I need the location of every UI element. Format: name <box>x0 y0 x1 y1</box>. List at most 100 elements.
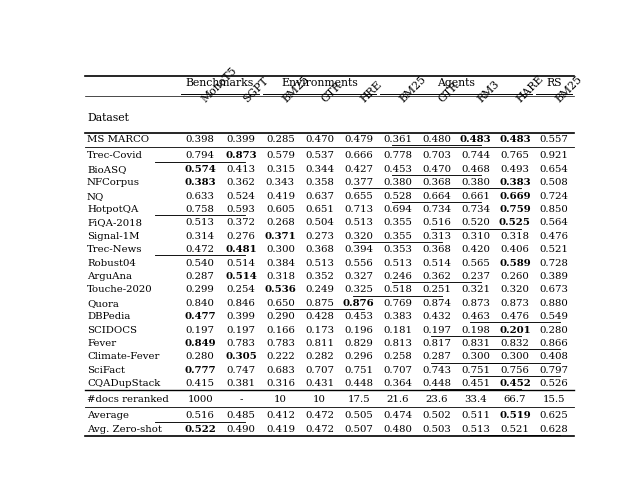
Text: 0.516: 0.516 <box>422 218 451 227</box>
Text: 0.355: 0.355 <box>383 218 412 227</box>
Text: 0.448: 0.448 <box>422 379 451 388</box>
Text: -: - <box>239 395 243 404</box>
Text: 0.314: 0.314 <box>186 232 214 241</box>
Text: 0.258: 0.258 <box>383 353 412 362</box>
Text: 0.876: 0.876 <box>343 299 374 308</box>
Text: 0.290: 0.290 <box>266 312 295 321</box>
Text: SCIDOCS: SCIDOCS <box>87 325 137 334</box>
Text: Climate-Fever: Climate-Fever <box>87 353 159 362</box>
Text: Touche-2020: Touche-2020 <box>87 286 152 294</box>
Text: 0.381: 0.381 <box>227 379 256 388</box>
Text: 0.873: 0.873 <box>461 299 490 308</box>
Text: 0.743: 0.743 <box>422 366 451 375</box>
Text: Agents: Agents <box>437 78 476 88</box>
Text: 0.362: 0.362 <box>227 178 256 187</box>
Text: 0.280: 0.280 <box>186 353 214 362</box>
Text: 0.661: 0.661 <box>461 192 490 201</box>
Text: 0.751: 0.751 <box>461 366 490 375</box>
Text: 0.521: 0.521 <box>500 425 529 434</box>
Text: 0.513: 0.513 <box>383 259 412 268</box>
Text: 0.502: 0.502 <box>422 411 451 421</box>
Text: 0.364: 0.364 <box>383 379 412 388</box>
Text: 0.921: 0.921 <box>540 151 568 160</box>
Text: Signal-1M: Signal-1M <box>87 232 140 241</box>
Text: Dataset: Dataset <box>87 114 129 123</box>
Text: 0.327: 0.327 <box>344 272 373 281</box>
Text: 0.273: 0.273 <box>305 232 334 241</box>
Text: 0.315: 0.315 <box>266 165 295 174</box>
Text: Trec-Covid: Trec-Covid <box>87 151 143 160</box>
Text: 0.222: 0.222 <box>266 353 295 362</box>
Text: 0.476: 0.476 <box>500 312 529 321</box>
Text: 0.579: 0.579 <box>266 151 295 160</box>
Text: 0.453: 0.453 <box>344 312 373 321</box>
Text: 0.254: 0.254 <box>227 286 256 294</box>
Text: 0.355: 0.355 <box>383 232 412 241</box>
Text: 0.305: 0.305 <box>225 353 257 362</box>
Text: 0.377: 0.377 <box>344 178 373 187</box>
Text: GTR: GTR <box>436 80 461 104</box>
Text: 0.362: 0.362 <box>422 272 451 281</box>
Text: 0.361: 0.361 <box>383 135 412 144</box>
Text: 0.589: 0.589 <box>499 259 531 268</box>
Text: 0.713: 0.713 <box>344 205 373 214</box>
Text: 0.493: 0.493 <box>500 165 529 174</box>
Text: MonoT5: MonoT5 <box>200 65 239 104</box>
Text: 0.758: 0.758 <box>186 205 214 214</box>
Text: 0.419: 0.419 <box>266 425 295 434</box>
Text: 0.516: 0.516 <box>186 411 214 421</box>
Text: 0.453: 0.453 <box>383 165 412 174</box>
Text: 0.197: 0.197 <box>227 325 256 334</box>
Text: 0.380: 0.380 <box>383 178 412 187</box>
Text: SGPT: SGPT <box>241 75 270 104</box>
Text: 0.849: 0.849 <box>184 339 216 348</box>
Text: 1000: 1000 <box>188 395 213 404</box>
Text: 0.477: 0.477 <box>184 312 216 321</box>
Text: 0.519: 0.519 <box>499 411 531 421</box>
Text: 0.343: 0.343 <box>266 178 295 187</box>
Text: 0.625: 0.625 <box>540 411 568 421</box>
Text: 23.6: 23.6 <box>426 395 448 404</box>
Text: Trec-News: Trec-News <box>87 245 143 254</box>
Text: SciFact: SciFact <box>87 366 125 375</box>
Text: 0.260: 0.260 <box>500 272 529 281</box>
Text: 0.249: 0.249 <box>305 286 334 294</box>
Text: 0.452: 0.452 <box>499 379 531 388</box>
Text: 0.508: 0.508 <box>540 178 568 187</box>
Text: 0.320: 0.320 <box>344 232 373 241</box>
Text: 0.513: 0.513 <box>461 425 490 434</box>
Text: 0.368: 0.368 <box>305 245 334 254</box>
Text: 0.874: 0.874 <box>422 299 451 308</box>
Text: 0.300: 0.300 <box>500 353 529 362</box>
Text: 0.528: 0.528 <box>383 192 412 201</box>
Text: 0.873: 0.873 <box>500 299 529 308</box>
Text: FiQA-2018: FiQA-2018 <box>87 218 142 227</box>
Text: GTR: GTR <box>319 80 344 104</box>
Text: 0.325: 0.325 <box>344 286 373 294</box>
Text: 0.196: 0.196 <box>344 325 373 334</box>
Text: 0.371: 0.371 <box>264 232 296 241</box>
Text: 0.321: 0.321 <box>461 286 490 294</box>
Text: 0.412: 0.412 <box>266 411 295 421</box>
Text: 0.389: 0.389 <box>540 272 568 281</box>
Text: 0.431: 0.431 <box>305 379 334 388</box>
Text: 0.549: 0.549 <box>540 312 568 321</box>
Text: 0.237: 0.237 <box>461 272 490 281</box>
Text: 0.846: 0.846 <box>227 299 256 308</box>
Text: 0.383: 0.383 <box>184 178 216 187</box>
Text: 0.432: 0.432 <box>422 312 451 321</box>
Text: 15.5: 15.5 <box>543 395 565 404</box>
Text: 0.251: 0.251 <box>422 286 451 294</box>
Text: 0.181: 0.181 <box>383 325 412 334</box>
Text: 0.813: 0.813 <box>383 339 412 348</box>
Text: 0.246: 0.246 <box>383 272 412 281</box>
Text: 0.282: 0.282 <box>305 353 334 362</box>
Text: 0.565: 0.565 <box>461 259 490 268</box>
Text: 0.654: 0.654 <box>540 165 568 174</box>
Text: 0.368: 0.368 <box>422 178 451 187</box>
Text: BM25: BM25 <box>554 74 584 104</box>
Text: 0.650: 0.650 <box>266 299 295 308</box>
Text: 0.540: 0.540 <box>186 259 214 268</box>
Text: NFCorpus: NFCorpus <box>87 178 140 187</box>
Text: 0.811: 0.811 <box>305 339 334 348</box>
